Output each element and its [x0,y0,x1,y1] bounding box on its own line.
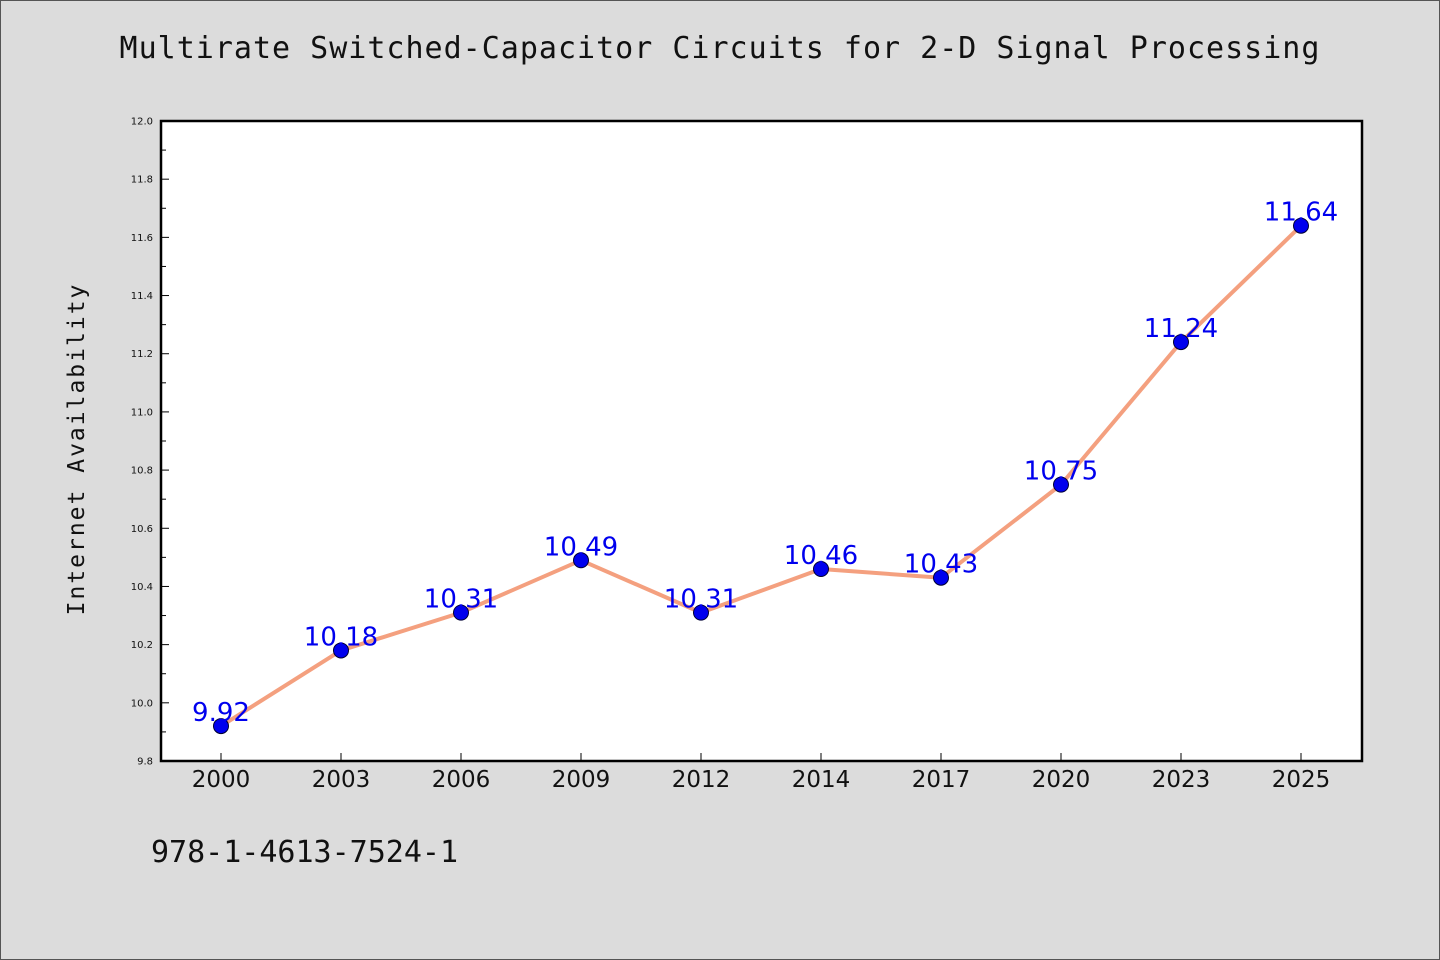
data-label: 11.64 [1264,198,1338,228]
y-tick-label: 11.6 [131,233,153,244]
data-label: 10.46 [784,541,858,571]
y-axis-ticks: 9.8 10.0 10.2 10.4 10.6 10.8 11.0 11.2 11.4 11.6 1… [131,117,169,768]
y-tick-label: 11.8 [131,175,153,186]
y-tick-label: 10.2 [131,640,153,651]
x-tick-label: 2025 [1272,767,1331,793]
data-label: 9.92 [192,698,250,728]
data-point [813,561,829,577]
x-tick-label: 2003 [312,767,371,793]
y-tick-label: 10.0 [131,698,153,709]
x-tick-label: 2017 [912,767,971,793]
x-tick-label: 2006 [432,767,491,793]
data-label: 10.75 [1024,457,1098,487]
y-tick-label: 11.0 [131,407,153,418]
data-label: 10.43 [904,550,978,580]
data-label: 11.24 [1144,314,1218,344]
chart-title: Multirate Switched-Capacitor Circuits fo… [119,31,1321,66]
data-label: 10.31 [424,585,498,615]
data-point [213,718,229,735]
y-tick-label: 12.0 [131,117,153,128]
y-tick-label: 10.4 [131,582,153,593]
y-tick-label: 10.6 [131,524,153,535]
data-label: 10.18 [304,622,378,652]
y-tick-label: 10.8 [131,466,153,477]
y-tick-label: 9.8 [137,757,153,768]
series-line [219,223,1303,729]
data-label: 10.31 [664,585,738,615]
data-point [933,569,949,586]
plot-area [159,119,1364,763]
data-point [1053,476,1069,493]
y-tick-label: 11.2 [131,349,153,360]
y-tick-label: 11.4 [131,291,153,302]
data-point [693,604,709,621]
data-labels: 9.92 10.18 10.31 10.49 10.31 10.46 10.43 10.75 1… [192,198,1338,728]
series-markers [213,217,1309,735]
x-tick-label: 2000 [192,767,251,793]
footer-code: 978-1-4613-7524-1 [151,835,459,870]
data-point [333,642,349,659]
x-tick-label: 2023 [1152,767,1211,793]
x-tick-label: 2014 [792,767,851,793]
data-point [1173,334,1189,351]
data-label: 10.49 [544,532,618,562]
data-point [1293,217,1309,234]
x-tick-label: 2009 [552,767,611,793]
x-axis-ticks: 2000 2003 2006 2009 2012 2014 2017 2020 2023 2025 [192,753,1331,793]
data-point [573,552,589,569]
x-tick-label: 2020 [1032,767,1091,793]
data-point [453,604,469,621]
x-tick-label: 2012 [672,767,731,793]
